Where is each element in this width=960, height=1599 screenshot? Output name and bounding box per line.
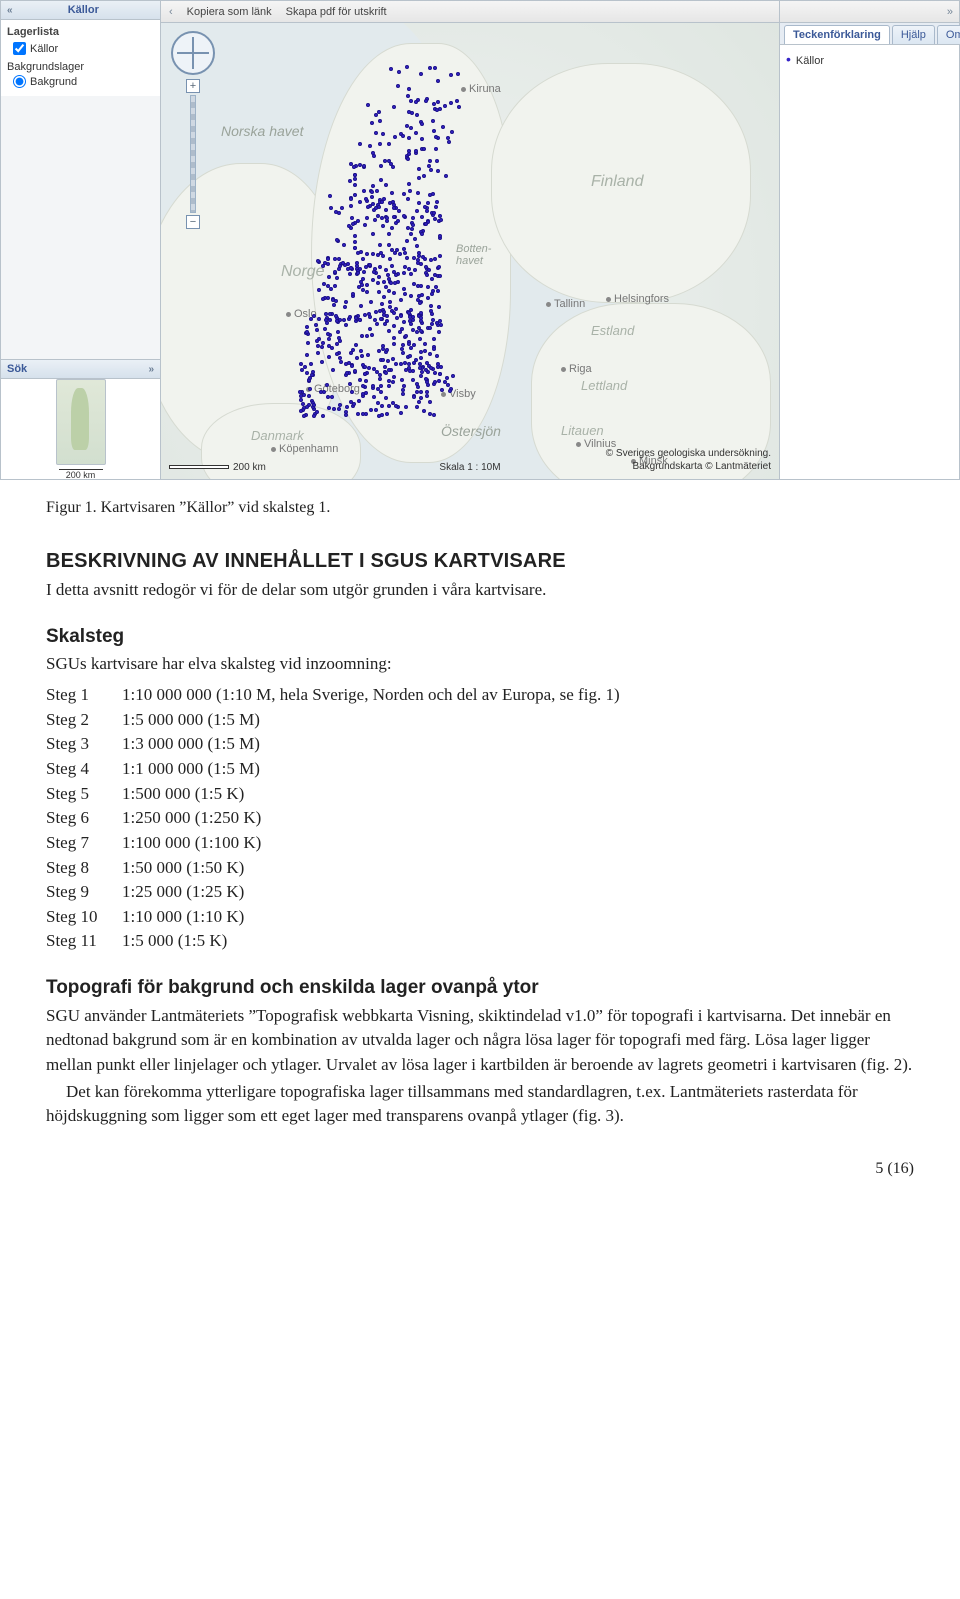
- scale-step-value: 1:10 000 (1:10 K): [122, 905, 244, 930]
- scale-step-value: 1:500 000 (1:5 K): [122, 782, 244, 807]
- scale-step-value: 1:1 000 000 (1:5 M): [122, 757, 260, 782]
- topo-paragraph-1: SGU använder Lantmäteriets ”Topografisk …: [46, 1004, 914, 1078]
- scale-step-label: Steg 11: [46, 929, 112, 954]
- scale-step-label: Steg 6: [46, 806, 112, 831]
- tab-om[interactable]: Om: [937, 25, 960, 44]
- skalsteg-intro: SGUs kartvisare har elva skalsteg vid in…: [46, 652, 914, 677]
- layer-kallor-row[interactable]: Källor: [13, 42, 154, 55]
- skalsteg-heading: Skalsteg: [46, 623, 914, 651]
- lagerlista-label: Lagerlista: [7, 26, 154, 38]
- layer-kallor-label: Källor: [30, 43, 58, 55]
- map-credits: © Sveriges geologiska undersökning. Bakg…: [606, 447, 771, 473]
- scale-step-label: Steg 3: [46, 732, 112, 757]
- scale-step-row: Steg 1 1:10 000 000 (1:10 M, hela Sverige…: [46, 683, 914, 708]
- collapse-right-icon[interactable]: »: [947, 6, 953, 18]
- scale-step-label: Steg 1: [46, 683, 112, 708]
- page-number: 5 (16): [46, 1157, 914, 1180]
- topo-paragraph-2: Det kan förekomma ytterligare topografis…: [46, 1080, 914, 1129]
- legend-body: Källor: [780, 45, 959, 479]
- kallor-dots-layer: [161, 23, 779, 479]
- credit-sgu: © Sveriges geologiska undersökning.: [606, 447, 771, 460]
- figure-caption: Figur 1. Kartvisaren ”Källor” vid skalst…: [46, 496, 914, 519]
- right-tab-row: Teckenförklaring Hjälp Om: [780, 23, 959, 45]
- sok-header[interactable]: Sök »: [1, 360, 160, 379]
- legend-item-kallor: Källor: [786, 51, 953, 67]
- main-scalebar: 200 km: [169, 462, 266, 473]
- scale-step-value: 1:100 000 (1:100 K): [122, 831, 261, 856]
- scale-step-label: Steg 5: [46, 782, 112, 807]
- center-pane: ‹ Kopiera som länk Skapa pdf för utskrif…: [161, 1, 779, 479]
- scale-step-row: Steg 3 1:3 000 000 (1:5 M): [46, 732, 914, 757]
- collapse-left-icon[interactable]: «: [7, 5, 13, 16]
- scale-step-value: 1:3 000 000 (1:5 M): [122, 732, 260, 757]
- sok-title: Sök: [7, 363, 27, 375]
- expand-sok-icon[interactable]: »: [148, 364, 154, 375]
- map-canvas[interactable]: + − Norska havet Botten- havet Östersjön…: [161, 23, 779, 479]
- credit-lantmateriet: Bakgrundskarta © Lantmäteriet: [606, 460, 771, 473]
- scale-step-value: 1:5 000 000 (1:5 M): [122, 708, 260, 733]
- overview-scalebar: 200 km: [59, 469, 103, 480]
- overview-thumb: [56, 379, 106, 465]
- scale-step-value: 1:10 000 000 (1:10 M, hela Sverige, Nord…: [122, 683, 620, 708]
- kallor-panel-header[interactable]: « Källor: [1, 1, 160, 20]
- map-toolbar: ‹ Kopiera som länk Skapa pdf för utskrif…: [161, 1, 779, 23]
- scale-step-row: Steg 7 1:100 000 (1:100 K): [46, 831, 914, 856]
- scale-step-row: Steg 8 1:50 000 (1:50 K): [46, 856, 914, 881]
- overview-map[interactable]: 200 km: [1, 379, 160, 479]
- pdf-button[interactable]: Skapa pdf för utskrift: [286, 6, 387, 18]
- scale-step-value: 1:5 000 (1:5 K): [122, 929, 227, 954]
- scale-step-row: Steg 4 1:1 000 000 (1:5 M): [46, 757, 914, 782]
- scale-step-list: Steg 1 1:10 000 000 (1:10 M, hela Sverige…: [46, 683, 914, 954]
- topo-heading: Topografi för bakgrund och enskilda lage…: [46, 974, 914, 1002]
- layer-bakgrund-row[interactable]: Bakgrund: [13, 75, 154, 88]
- copy-link-button[interactable]: Kopiera som länk: [187, 6, 272, 18]
- scale-text: Skala 1 : 10M: [439, 462, 500, 473]
- layer-panel-body: Lagerlista Källor Bakgrundslager Bakgrun…: [1, 20, 160, 96]
- sok-panel: Sök » 200 km: [1, 359, 160, 479]
- scale-step-value: 1:50 000 (1:50 K): [122, 856, 244, 881]
- scale-step-label: Steg 2: [46, 708, 112, 733]
- scale-step-row: Steg 5 1:500 000 (1:5 K): [46, 782, 914, 807]
- scale-step-label: Steg 4: [46, 757, 112, 782]
- scale-step-label: Steg 10: [46, 905, 112, 930]
- right-pane: » Teckenförklaring Hjälp Om Källor: [779, 1, 959, 479]
- kallor-title: Källor: [68, 4, 99, 16]
- scale-step-label: Steg 7: [46, 831, 112, 856]
- right-toolbar: »: [780, 1, 959, 23]
- document-body: Figur 1. Kartvisaren ”Källor” vid skalst…: [0, 480, 960, 1220]
- section-heading: BESKRIVNING AV INNEHÅLLET I SGUS KARTVIS…: [46, 547, 914, 576]
- scale-step-row: Steg 9 1:25 000 (1:25 K): [46, 880, 914, 905]
- left-pane: « Källor Lagerlista Källor Bakgrundslage…: [1, 1, 161, 479]
- tab-teckenforklaring[interactable]: Teckenförklaring: [784, 25, 890, 44]
- scale-step-value: 1:250 000 (1:250 K): [122, 806, 261, 831]
- scale-step-row: Steg 10 1:10 000 (1:10 K): [46, 905, 914, 930]
- scale-step-row: Steg 2 1:5 000 000 (1:5 M): [46, 708, 914, 733]
- scale-step-row: Steg 6 1:250 000 (1:250 K): [46, 806, 914, 831]
- layer-kallor-checkbox[interactable]: [13, 42, 26, 55]
- map-app-screenshot: « Källor Lagerlista Källor Bakgrundslage…: [0, 0, 960, 480]
- layer-bakgrund-radio[interactable]: [13, 75, 26, 88]
- scale-step-label: Steg 8: [46, 856, 112, 881]
- main-scalebar-label: 200 km: [233, 462, 266, 473]
- scale-step-label: Steg 9: [46, 880, 112, 905]
- layer-bakgrund-label: Bakgrund: [30, 76, 77, 88]
- section-intro: I detta avsnitt redogör vi för de delar …: [46, 578, 914, 603]
- tab-hjalp[interactable]: Hjälp: [892, 25, 935, 44]
- bakgrundslager-label: Bakgrundslager: [7, 61, 154, 73]
- scale-step-value: 1:25 000 (1:25 K): [122, 880, 244, 905]
- scale-step-row: Steg 11 1:5 000 (1:5 K): [46, 929, 914, 954]
- toolbar-prev-icon[interactable]: ‹: [169, 6, 173, 18]
